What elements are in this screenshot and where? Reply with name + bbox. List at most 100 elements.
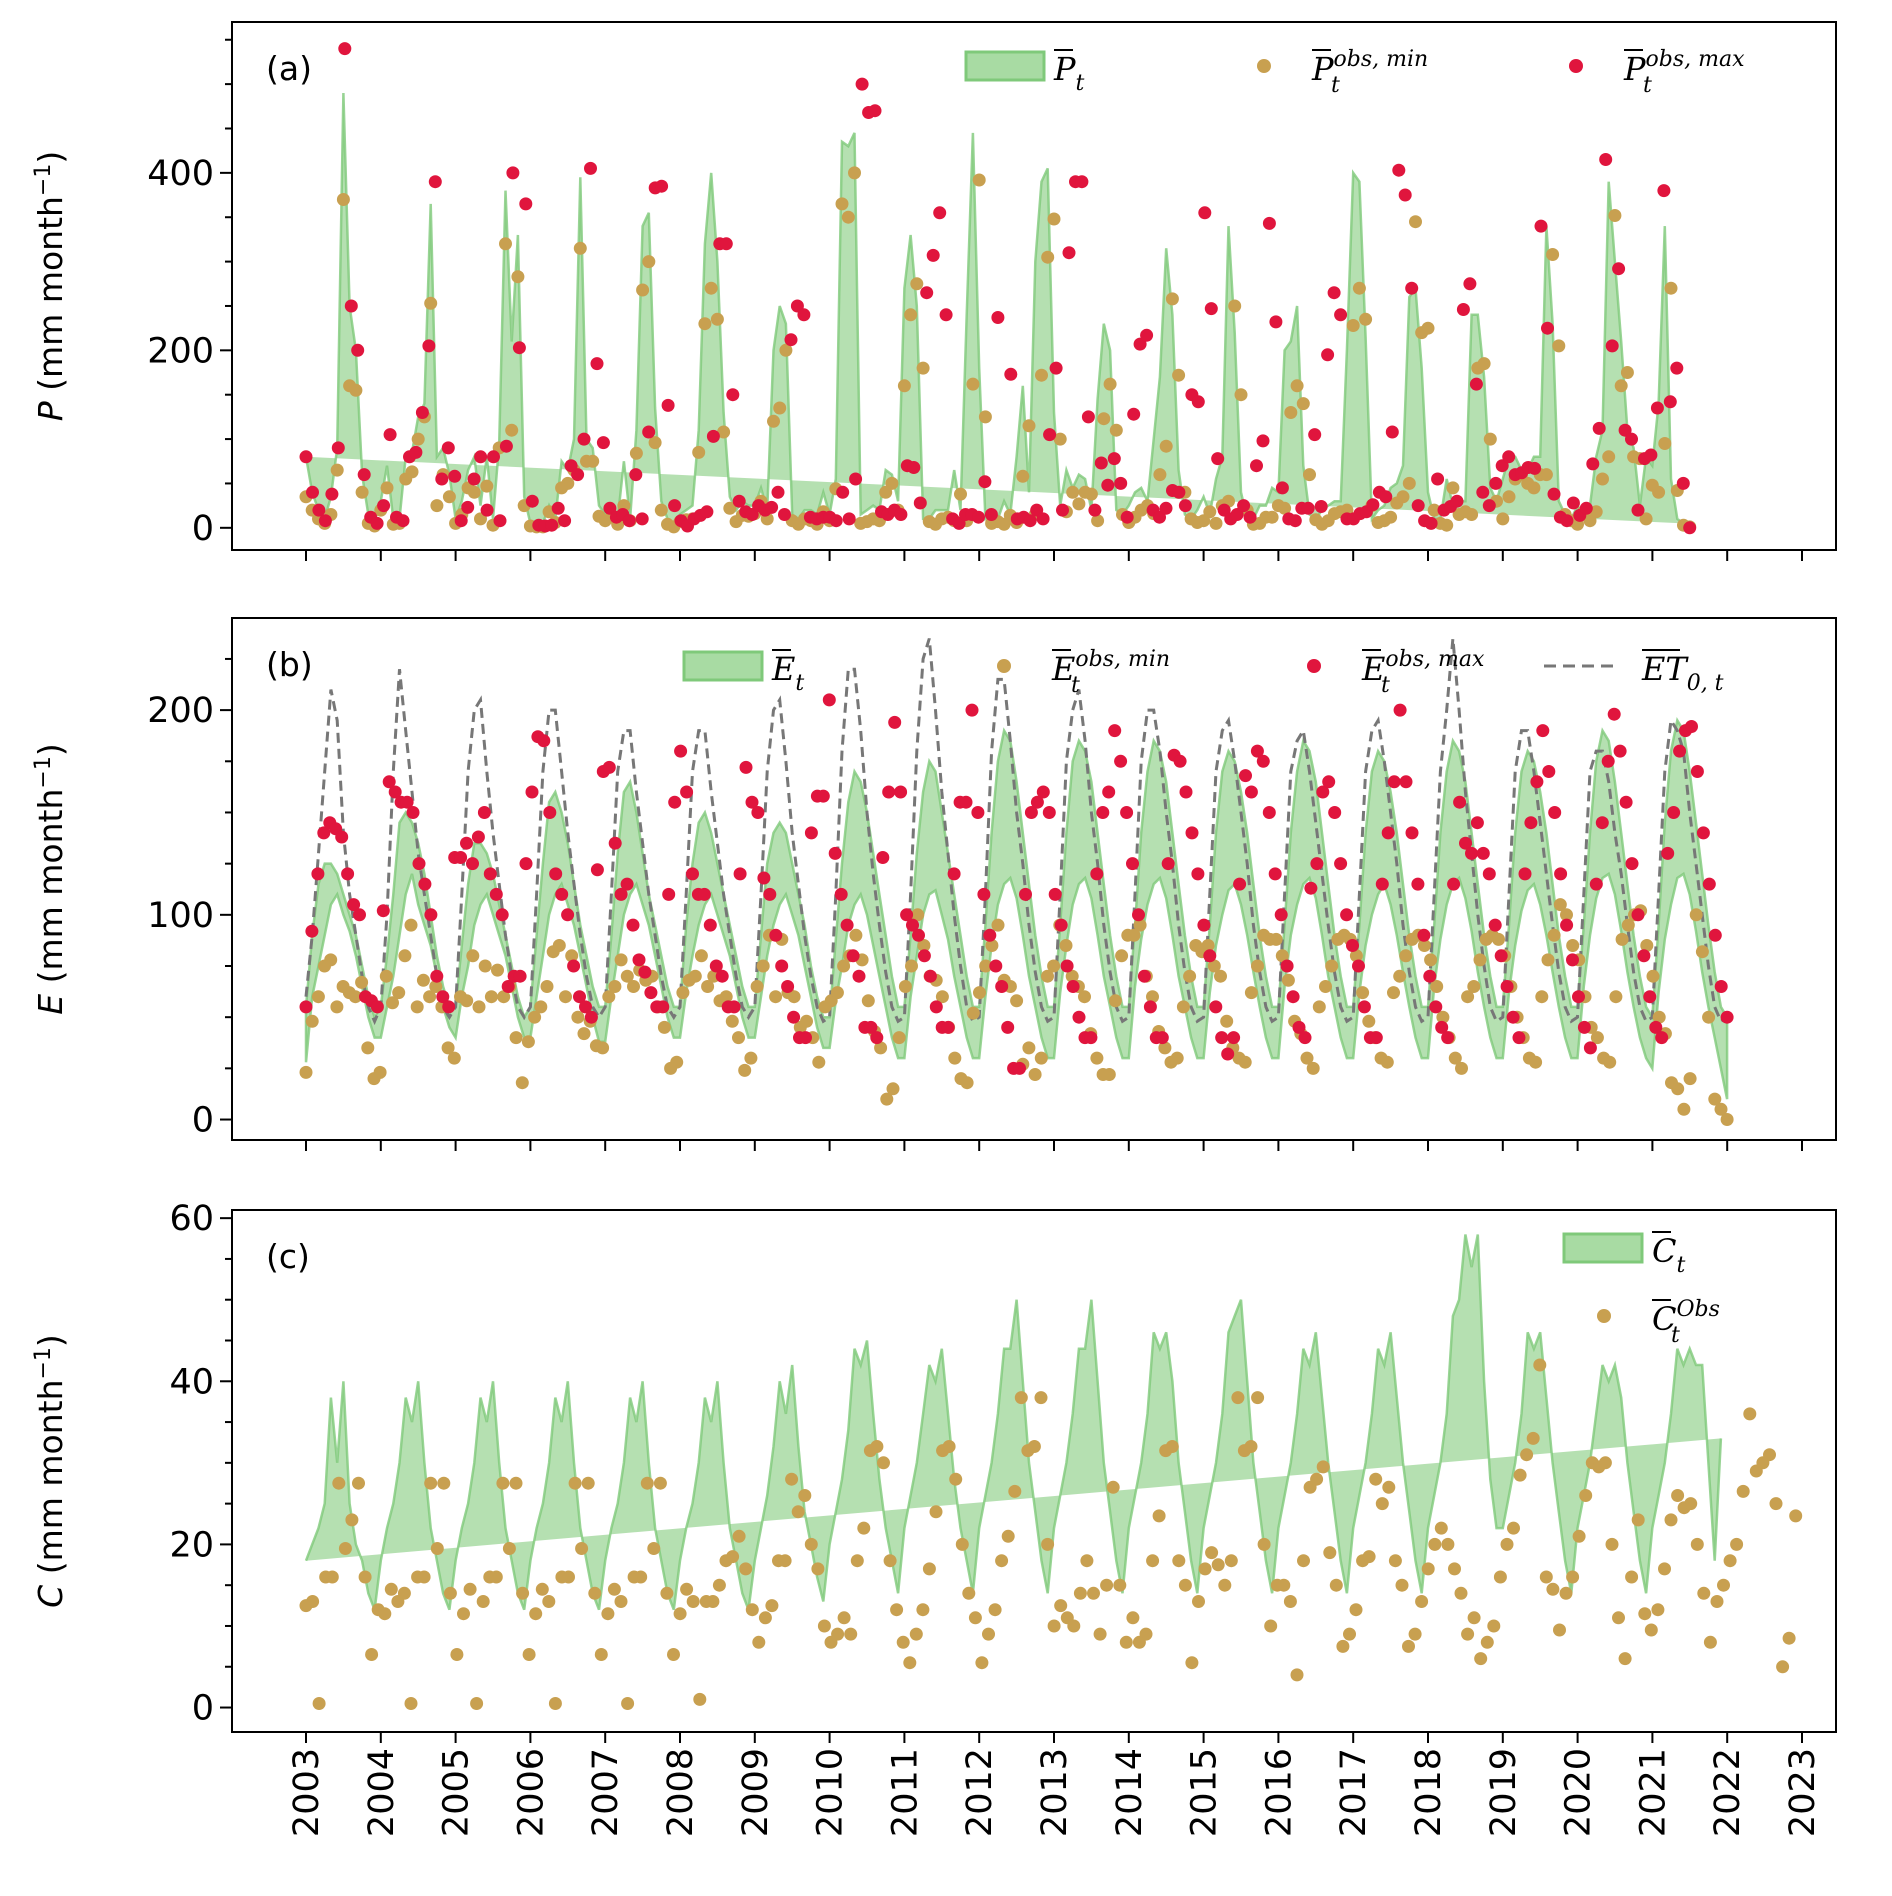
max-point-a bbox=[1385, 425, 1399, 439]
min-point-c bbox=[1487, 1619, 1501, 1633]
min-point-c bbox=[778, 1554, 792, 1568]
min-point-a bbox=[355, 485, 369, 499]
max-point-b bbox=[1048, 887, 1062, 901]
max-point-a bbox=[1327, 286, 1341, 300]
legend-swatch-max bbox=[1569, 59, 1583, 73]
max-point-a bbox=[1049, 361, 1063, 375]
min-point-b bbox=[1041, 969, 1054, 983]
min-point-c bbox=[1329, 1578, 1343, 1592]
max-point-a bbox=[1056, 503, 1069, 517]
max-point-b bbox=[573, 990, 586, 1004]
min-point-c bbox=[1336, 1639, 1350, 1653]
min-point-a bbox=[1022, 419, 1036, 433]
min-point-c bbox=[1638, 1607, 1652, 1621]
min-point-c bbox=[1283, 1595, 1297, 1608]
min-point-c bbox=[1769, 1497, 1783, 1511]
min-point-a bbox=[1427, 503, 1441, 517]
min-point-b bbox=[429, 980, 443, 993]
min-point-c bbox=[621, 1697, 635, 1710]
min-point-b bbox=[1306, 1061, 1320, 1075]
min-point-c bbox=[1080, 1554, 1094, 1568]
min-point-c bbox=[1087, 1586, 1100, 1600]
max-point-b bbox=[906, 918, 919, 932]
min-point-a bbox=[1159, 439, 1173, 453]
max-point-b bbox=[1572, 990, 1585, 1004]
min-point-b bbox=[1269, 932, 1283, 946]
max-point-b bbox=[1649, 1020, 1663, 1034]
min-point-c bbox=[1671, 1489, 1685, 1502]
max-point-a bbox=[1211, 452, 1225, 466]
max-point-b bbox=[1453, 795, 1467, 809]
y-axis-label-c: C (mm month−1) bbox=[31, 1334, 70, 1608]
max-point-b bbox=[305, 924, 319, 938]
min-point-b bbox=[1059, 939, 1073, 952]
min-point-c bbox=[1644, 1623, 1658, 1637]
max-point-b bbox=[727, 1000, 741, 1014]
max-point-b bbox=[537, 734, 551, 748]
y-tick-label: 60 bbox=[169, 1199, 214, 1239]
min-point-a bbox=[442, 490, 456, 504]
max-point-a bbox=[920, 286, 934, 300]
max-point-a bbox=[1088, 503, 1102, 517]
min-point-a bbox=[966, 377, 980, 391]
min-point-b bbox=[627, 980, 640, 993]
max-point-b bbox=[561, 908, 575, 922]
min-point-c bbox=[365, 1648, 379, 1661]
max-point-b bbox=[1072, 1010, 1086, 1024]
max-point-a bbox=[706, 429, 720, 443]
min-point-c bbox=[1165, 1440, 1179, 1453]
max-point-a bbox=[1198, 206, 1212, 220]
min-point-a bbox=[336, 193, 350, 206]
min-point-c bbox=[1382, 1480, 1396, 1494]
min-point-a bbox=[1066, 485, 1080, 499]
min-point-a bbox=[1402, 476, 1416, 490]
min-point-c bbox=[1684, 1497, 1698, 1511]
min-point-b bbox=[1102, 1068, 1116, 1081]
max-point-a bbox=[1127, 407, 1141, 421]
max-point-b bbox=[1239, 769, 1252, 783]
min-point-b bbox=[324, 953, 338, 967]
max-point-a bbox=[732, 494, 746, 508]
max-point-b bbox=[751, 806, 765, 819]
min-point-b bbox=[540, 980, 554, 993]
min-point-c bbox=[607, 1582, 621, 1596]
max-point-b bbox=[454, 851, 468, 864]
min-point-a bbox=[1103, 377, 1117, 391]
max-point-b bbox=[1322, 775, 1336, 789]
max-point-a bbox=[351, 343, 365, 357]
max-point-b bbox=[977, 887, 991, 901]
min-point-a bbox=[380, 481, 394, 495]
x-tick-label: 2008 bbox=[661, 1748, 701, 1837]
min-point-b bbox=[1702, 1010, 1716, 1024]
min-point-c bbox=[1598, 1456, 1612, 1470]
max-point-b bbox=[1185, 826, 1199, 840]
min-point-c bbox=[634, 1570, 648, 1584]
min-point-c bbox=[1461, 1627, 1475, 1641]
min-point-b bbox=[1695, 945, 1709, 959]
min-point-c bbox=[1369, 1472, 1383, 1486]
x-tick-label: 2004 bbox=[362, 1748, 402, 1837]
min-point-b bbox=[1720, 1113, 1734, 1126]
min-point-c bbox=[686, 1595, 700, 1608]
min-point-b bbox=[379, 969, 393, 983]
max-point-b bbox=[1661, 846, 1675, 860]
max-point-a bbox=[1560, 514, 1574, 528]
max-point-a bbox=[474, 450, 488, 464]
min-point-c bbox=[1395, 1578, 1409, 1592]
max-point-b bbox=[1209, 1000, 1223, 1014]
panel-label-a: (a) bbox=[266, 49, 312, 88]
max-point-b bbox=[929, 1000, 943, 1014]
min-point-b bbox=[472, 1000, 486, 1014]
max-point-b bbox=[1274, 908, 1288, 922]
max-point-a bbox=[377, 499, 391, 513]
min-point-c bbox=[1730, 1537, 1744, 1551]
min-point-b bbox=[1312, 1000, 1326, 1014]
max-point-a bbox=[1534, 219, 1548, 233]
min-point-c bbox=[1218, 1578, 1232, 1592]
min-point-a bbox=[698, 317, 712, 331]
max-point-b bbox=[1013, 1061, 1026, 1075]
min-point-b bbox=[608, 980, 622, 993]
min-point-b bbox=[991, 918, 1005, 932]
min-point-a bbox=[779, 343, 793, 357]
max-point-b bbox=[870, 1031, 884, 1045]
